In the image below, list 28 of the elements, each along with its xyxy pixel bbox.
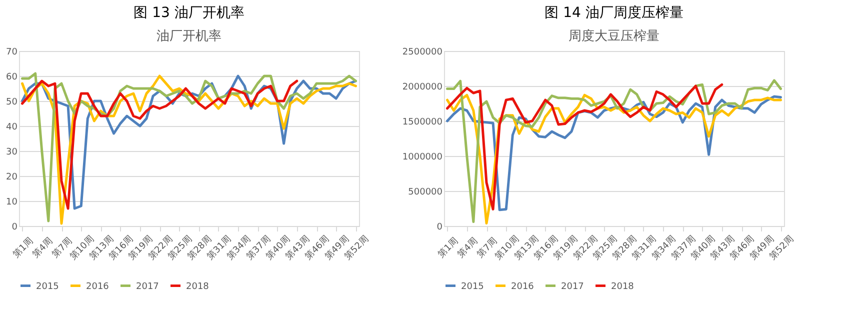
chart-title: 图 13 油厂开机率	[134, 5, 244, 21]
y-tick-label: 40	[6, 122, 18, 132]
chart-subtitle: 周度大豆压榨量	[568, 28, 660, 44]
y-tick-label: 70	[6, 48, 18, 58]
y-tick-label: 50	[6, 98, 18, 108]
legend-label: 2016	[511, 282, 534, 292]
legend-label: 2018	[611, 282, 634, 292]
y-tick-label: 1500000	[402, 118, 443, 128]
y-tick-label: 10	[6, 198, 18, 208]
line-series	[446, 83, 724, 210]
chart-title: 图 14 油厂周度压榨量	[544, 5, 684, 21]
y-tick-label: 1000000	[402, 152, 443, 162]
y-tick-label: 2000000	[402, 82, 443, 92]
y-tick-label: 20	[6, 172, 18, 182]
y-tick-label: 30	[6, 148, 18, 158]
y-tick-label: 0	[12, 222, 18, 232]
line-series	[21, 80, 298, 210]
legend-label: 2017	[561, 282, 584, 292]
legend-label: 2018	[186, 282, 210, 292]
chart-subtitle: 油厂开机率	[156, 28, 222, 44]
legend-label: 2017	[136, 282, 159, 292]
y-tick-label: 60	[6, 72, 18, 82]
legend-label: 2015	[461, 282, 484, 292]
legend-label: 2016	[86, 282, 110, 292]
y-tick-label: 2500000	[402, 48, 443, 58]
y-tick-label: 500000	[408, 188, 443, 198]
y-tick-label: 0	[436, 222, 443, 232]
legend-label: 2015	[36, 282, 59, 292]
